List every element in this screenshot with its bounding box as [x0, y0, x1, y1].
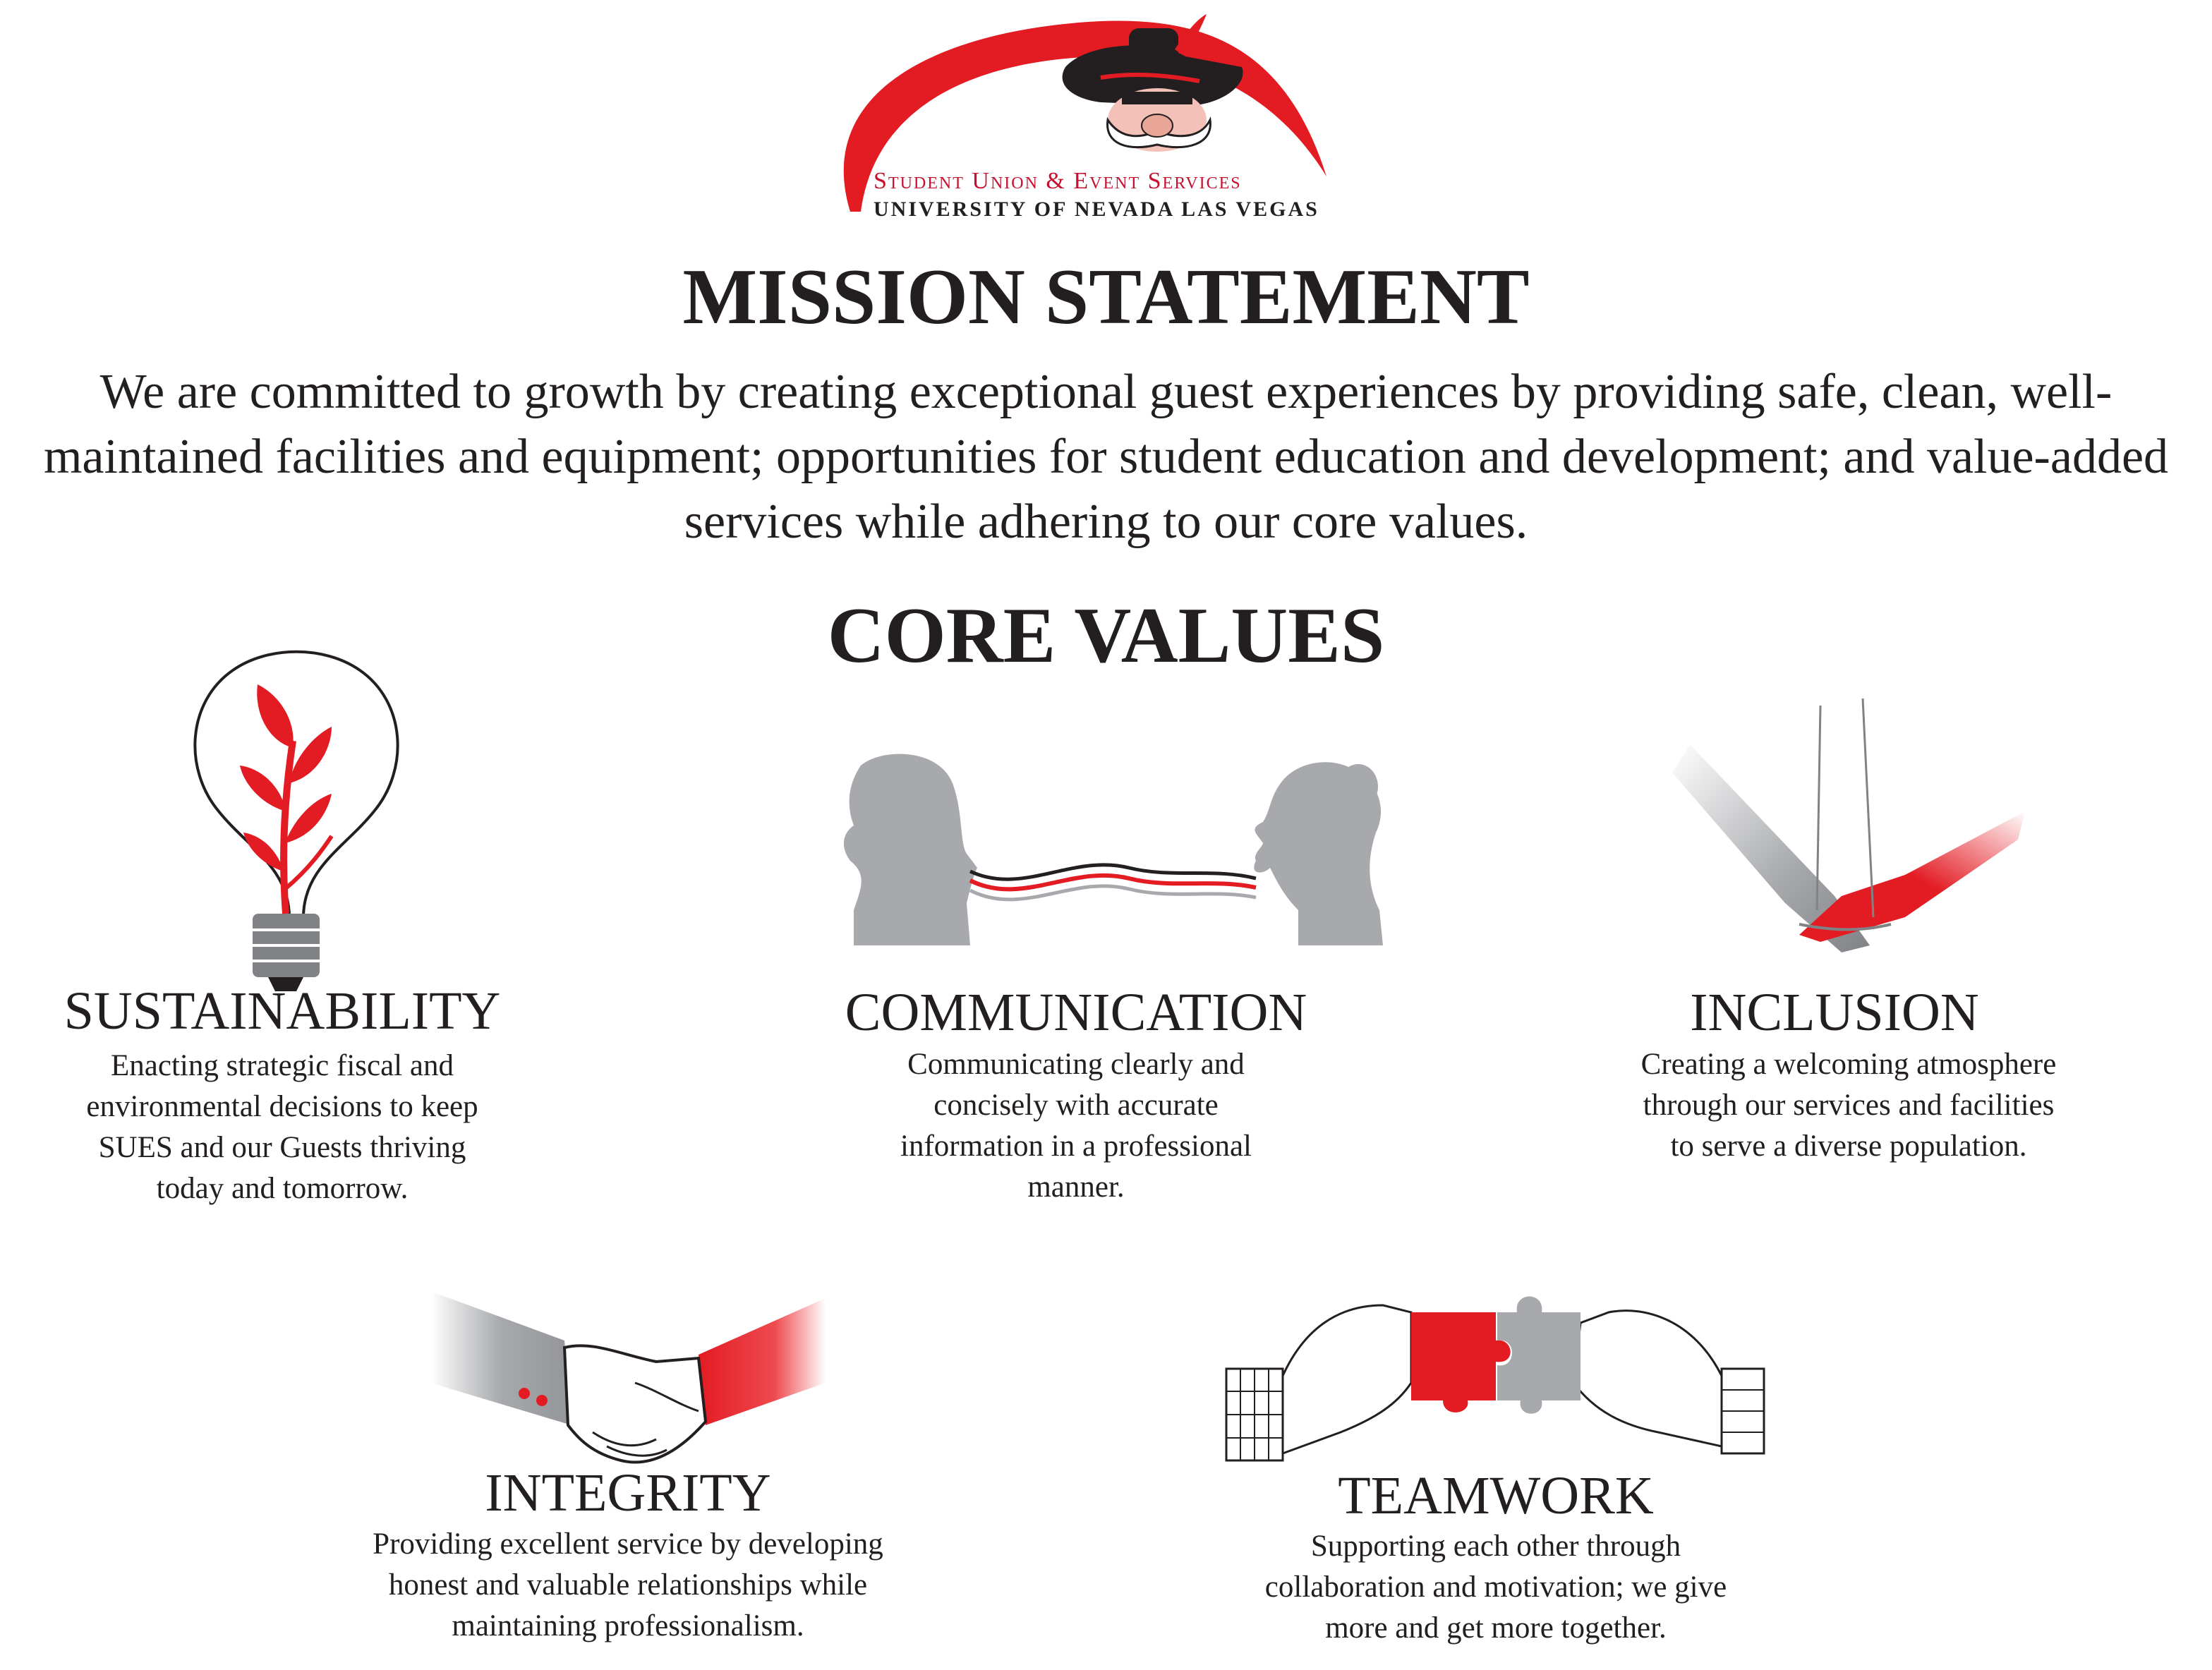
- value-title: COMMUNICATION: [845, 983, 1307, 1042]
- logo-line1: Student Union & Event Services: [874, 168, 1242, 194]
- value-description: Providing excellent service by developin…: [373, 1527, 883, 1642]
- logo-line2: UNIVERSITY OF NEVADA LAS VEGAS: [874, 198, 1319, 221]
- mission-text: We are committed to growth by creating e…: [43, 365, 2169, 549]
- value-title: TEAMWORK: [1338, 1466, 1654, 1525]
- value-description: Creating a welcoming atmosphere through …: [1640, 1048, 2057, 1163]
- value-title: INTEGRITY: [485, 1463, 771, 1523]
- core-values-title: CORE VALUES: [827, 592, 1385, 679]
- value-description: Supporting each other through collaborat…: [1264, 1530, 1727, 1645]
- mission-title: MISSION STATEMENT: [682, 253, 1530, 341]
- value-title: SUSTAINABILITY: [64, 981, 501, 1041]
- value-description: Communicating clearly and concisely with…: [900, 1048, 1252, 1204]
- value-title: INCLUSION: [1690, 983, 1979, 1042]
- value-description: Enacting strategic fiscal and environmen…: [86, 1049, 478, 1205]
